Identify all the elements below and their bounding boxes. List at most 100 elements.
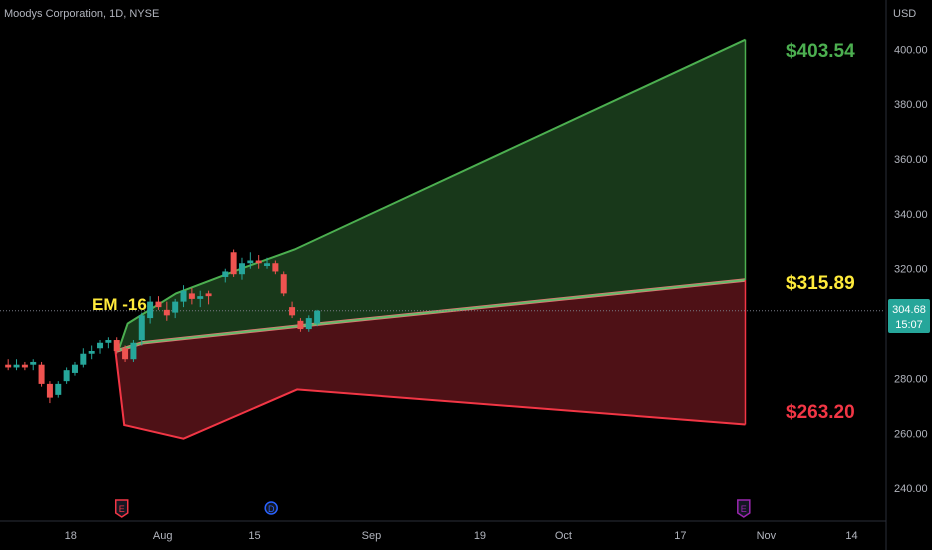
candle bbox=[180, 285, 187, 308]
candle-body bbox=[105, 340, 112, 343]
candle bbox=[13, 359, 20, 371]
chart-title: Moodys Corporation, 1D, NYSE bbox=[4, 8, 159, 20]
candle-body bbox=[297, 320, 304, 330]
candle bbox=[264, 257, 271, 269]
candle-body bbox=[113, 340, 120, 351]
candle bbox=[188, 287, 195, 305]
x-tick-label: 14 bbox=[845, 530, 857, 542]
candle bbox=[247, 252, 254, 269]
candle-body bbox=[63, 370, 70, 382]
candle bbox=[272, 260, 279, 275]
x-tick-label: 17 bbox=[674, 530, 686, 542]
candle bbox=[71, 361, 78, 376]
center-line bbox=[116, 279, 746, 352]
candle bbox=[280, 271, 287, 297]
candle-body bbox=[80, 353, 87, 365]
candle-body bbox=[205, 293, 212, 297]
candle-body bbox=[97, 342, 104, 349]
upper-band-fill bbox=[116, 39, 746, 351]
event-marker[interactable]: E bbox=[114, 499, 129, 518]
candle bbox=[38, 361, 45, 387]
expected-move-bands bbox=[114, 38, 747, 440]
candle bbox=[105, 337, 112, 349]
candle bbox=[88, 345, 95, 360]
candle-body bbox=[46, 383, 53, 398]
price-axis-unit: USD bbox=[893, 8, 916, 20]
candle bbox=[122, 345, 129, 362]
candle bbox=[5, 359, 12, 371]
earnings-marker-shape bbox=[114, 499, 129, 518]
candle bbox=[138, 312, 145, 346]
x-axis[interactable]: 18 Aug 15 Sep 19 Oct 17 Nov 14 bbox=[65, 530, 858, 542]
candle-body bbox=[5, 364, 12, 368]
event-marker-letter: E bbox=[119, 504, 125, 514]
candle bbox=[21, 361, 28, 371]
candle bbox=[55, 381, 62, 398]
candle bbox=[297, 318, 304, 332]
candle bbox=[305, 315, 312, 332]
y-tick-label: 320.00 bbox=[894, 264, 928, 276]
candle-body bbox=[289, 307, 296, 316]
earnings-marker-shape bbox=[737, 499, 751, 518]
candle bbox=[80, 348, 87, 368]
candle-body bbox=[71, 364, 78, 373]
candle-body bbox=[30, 361, 37, 365]
x-tick-label: Aug bbox=[153, 530, 173, 542]
x-tick-label: Sep bbox=[362, 530, 382, 542]
y-tick-label: 240.00 bbox=[894, 483, 928, 495]
candle-body bbox=[55, 383, 62, 395]
candle-body bbox=[138, 315, 145, 341]
candle-body bbox=[255, 260, 262, 264]
dividend-marker-shape bbox=[264, 501, 278, 515]
lower-target-label: $263.20 bbox=[786, 402, 855, 423]
candle bbox=[97, 340, 104, 354]
x-tick-label: 19 bbox=[474, 530, 486, 542]
y-tick-label: 380.00 bbox=[894, 99, 928, 111]
candle-body bbox=[247, 260, 254, 264]
candle bbox=[205, 290, 212, 305]
y-axis[interactable]: 240.00260.00280.00300.00320.00340.00360.… bbox=[894, 44, 928, 495]
candle bbox=[222, 268, 229, 283]
y-tick-label: 360.00 bbox=[894, 154, 928, 166]
candle-body bbox=[21, 364, 28, 368]
candle-body bbox=[222, 271, 229, 277]
candle bbox=[130, 340, 137, 362]
candle-body bbox=[88, 350, 95, 354]
candle bbox=[30, 359, 37, 371]
candle-body bbox=[188, 293, 195, 299]
candle-body bbox=[130, 342, 137, 360]
candle-body bbox=[172, 301, 179, 313]
candle-body bbox=[38, 364, 45, 384]
lower-band-line bbox=[114, 348, 746, 440]
last-price-value: 304.68 bbox=[892, 304, 926, 316]
candle bbox=[255, 255, 262, 269]
candle bbox=[63, 367, 70, 384]
upper-band-line bbox=[118, 38, 746, 349]
candle bbox=[289, 301, 296, 319]
candle-body bbox=[163, 309, 170, 316]
candles bbox=[5, 249, 321, 404]
x-tick-label: Nov bbox=[757, 530, 777, 542]
x-tick-label: Oct bbox=[555, 530, 572, 542]
candle-body bbox=[264, 263, 271, 266]
x-tick-label: 18 bbox=[65, 530, 77, 542]
candle bbox=[230, 249, 237, 277]
candle-body bbox=[314, 310, 321, 324]
y-tick-label: 400.00 bbox=[894, 44, 928, 56]
x-tick-label: 15 bbox=[248, 530, 260, 542]
candle-body bbox=[147, 301, 154, 319]
candle bbox=[46, 381, 53, 404]
candle-body bbox=[280, 274, 287, 294]
event-marker[interactable]: E bbox=[737, 499, 751, 518]
candle-body bbox=[155, 301, 162, 308]
y-tick-label: 340.00 bbox=[894, 209, 928, 221]
y-tick-label: 280.00 bbox=[894, 373, 928, 385]
candle-body bbox=[230, 252, 237, 275]
last-price-badge: 304.68 15:07 bbox=[888, 299, 930, 333]
event-marker[interactable]: D bbox=[264, 501, 278, 515]
last-price-countdown: 15:07 bbox=[895, 319, 923, 331]
candle-body bbox=[13, 364, 20, 368]
